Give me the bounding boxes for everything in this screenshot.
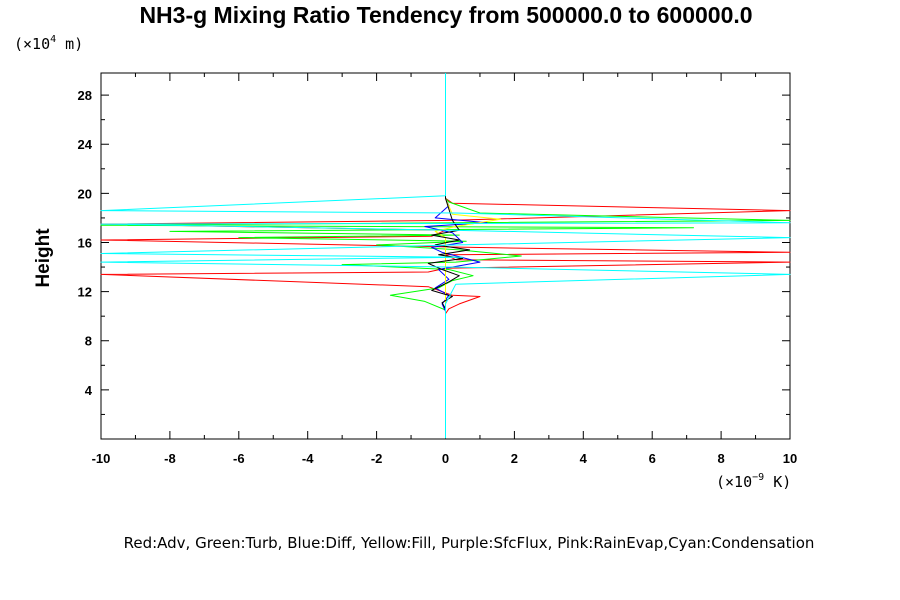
x-tick-label: -10 (92, 451, 111, 466)
x-tick-label: 6 (649, 451, 656, 466)
x-tick-label: 4 (580, 451, 588, 466)
y-tick-label: 20 (78, 186, 92, 201)
chart-title: NH3-g Mixing Ratio Tendency from 500000.… (139, 2, 752, 28)
y-multiplier-exp: 4 (50, 34, 56, 45)
x-multiplier-exp: −9 (752, 472, 764, 483)
x-tick-label: -8 (164, 451, 176, 466)
x-tick-label: 0 (442, 451, 449, 466)
series-line-condensation (100, 73, 791, 439)
series-line-turb (100, 73, 791, 438)
x-tick-label: 2 (511, 451, 518, 466)
legend-text: Red:Adv, Green:Turb, Blue:Diff, Yellow:F… (124, 534, 815, 552)
y-multiplier: (×104 m) (14, 34, 83, 53)
y-tick-label: 24 (78, 137, 93, 152)
x-tick-label: -2 (371, 451, 383, 466)
y-tick-label: 4 (85, 383, 93, 398)
x-multiplier-base: (×10 (716, 473, 752, 491)
x-tick-label: 8 (717, 451, 724, 466)
series-line-total (427, 73, 471, 438)
x-tick-label: -6 (233, 451, 245, 466)
y-tick-label: 8 (85, 334, 92, 349)
x-multiplier: (×10−9 K) (716, 472, 791, 491)
y-multiplier-unit: m) (56, 35, 83, 53)
y-tick-label: 16 (78, 235, 92, 250)
y-multiplier-base: (×10 (14, 35, 50, 53)
x-tick-label: 10 (783, 451, 797, 466)
y-tick-label: 28 (78, 88, 92, 103)
x-tick-label: -4 (302, 451, 314, 466)
y-tick-label: 12 (78, 285, 92, 300)
series-line-diff (424, 73, 488, 438)
y-axis-label: Height (33, 228, 54, 288)
x-multiplier-unit: K) (764, 473, 791, 491)
